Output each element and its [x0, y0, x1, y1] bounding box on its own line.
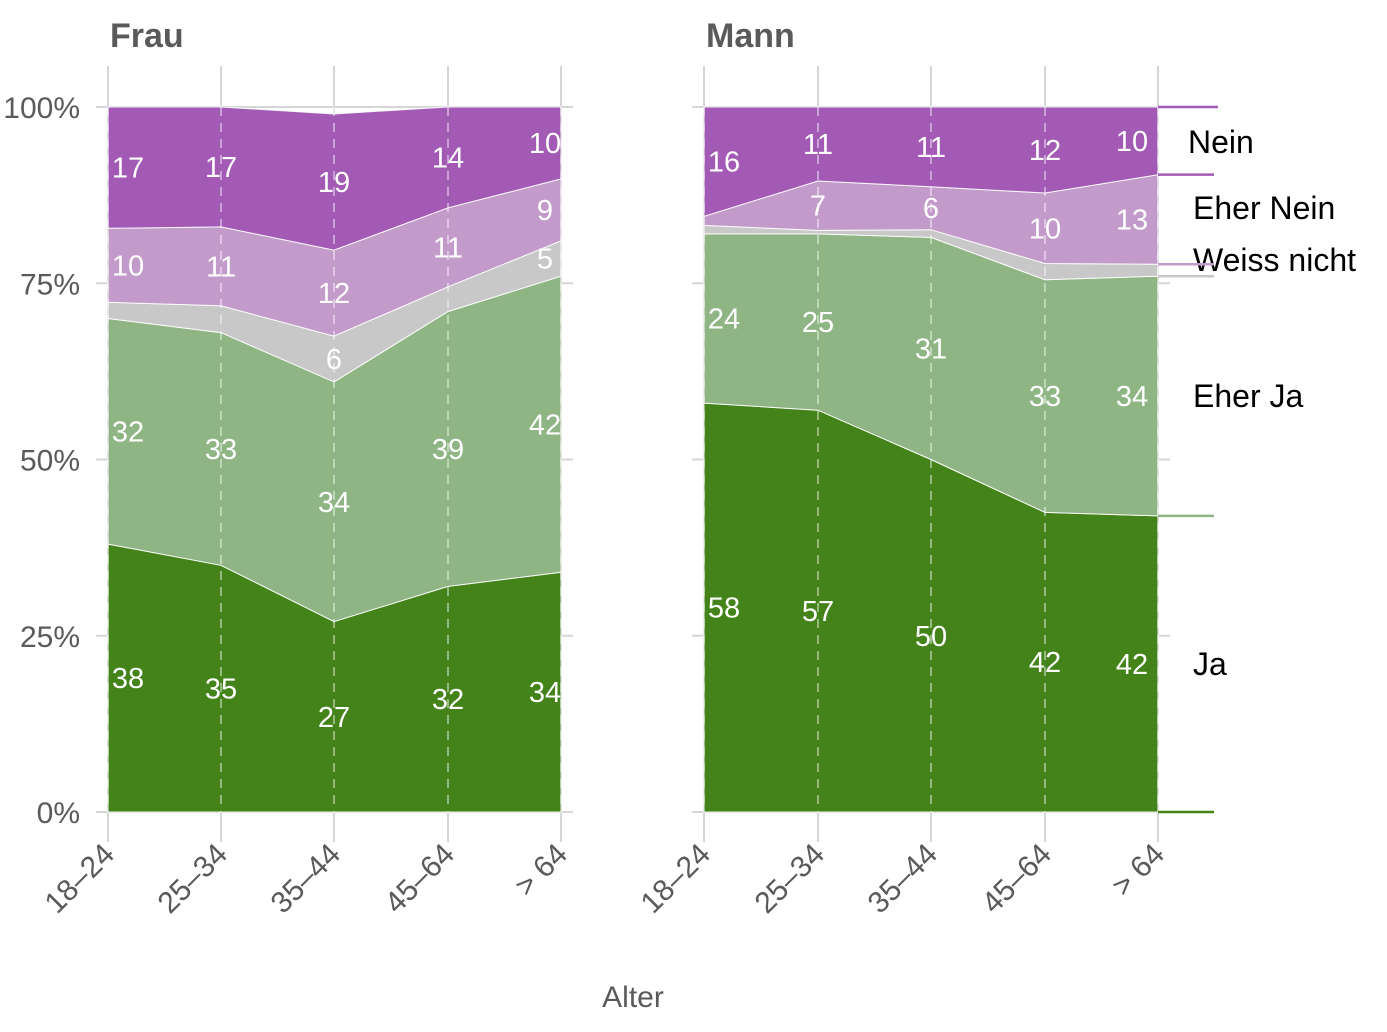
data-label-frau-nein-0: 17: [112, 153, 144, 185]
data-label-frau-eher-ja-2: 34: [318, 487, 350, 519]
legend-label-eher-nein: Eher Nein: [1193, 190, 1335, 226]
data-label-mann-eher-ja-0: 24: [708, 304, 740, 336]
data-label-mann-nein-0: 16: [708, 147, 740, 179]
x-tick-frau-1: 25–34: [152, 838, 234, 920]
data-label-frau-nein-4: 10: [529, 128, 561, 160]
panel-mann: Mann 58 57 50 42 42 24 25 31 33 34 7 6 10 13 16 11 11 12 10: [703, 17, 1159, 813]
panel-frau: Frau 38 35 27 32 34 32 33 34 39 42 6 5 10 11 12 11 9 17 17 1…: [107, 17, 562, 813]
panels: Frau 38 35 27 32 34 32 33 34 39 42 6 5 10 11 12 11 9 17 17 1…: [107, 17, 1159, 813]
legend-label-eher-ja: Eher Ja: [1193, 378, 1303, 414]
legend-item-weiss-nicht: Weiss nicht: [1158, 242, 1356, 278]
y-tick-50: 50%: [20, 445, 80, 478]
y-tick-25: 25%: [20, 621, 80, 654]
data-label-frau-ja-1: 35: [205, 674, 237, 706]
x-tick-mann-3: 45–64: [976, 838, 1058, 920]
y-tick-0: 0%: [37, 797, 80, 830]
data-label-frau-ja-0: 38: [112, 663, 144, 695]
data-label-frau-weiss-nicht-4: 5: [537, 244, 553, 276]
data-label-mann-nein-1: 11: [803, 129, 833, 161]
data-label-frau-eher-nein-1: 11: [206, 251, 236, 283]
data-label-mann-ja-2: 50: [915, 621, 947, 653]
x-tick-frau-0: 18–24: [39, 838, 121, 920]
data-label-frau-eher-ja-3: 39: [432, 434, 464, 466]
data-label-mann-nein-2: 11: [916, 132, 946, 164]
legend-label-nein: Nein: [1188, 124, 1254, 160]
y-tick-100: 100%: [3, 92, 80, 125]
x-tick-mann-2: 35–44: [862, 838, 944, 920]
legend-item-nein: Nein: [1158, 124, 1254, 176]
panel-title-mann: Mann: [706, 17, 795, 55]
legend-label-weiss-nicht: Weiss nicht: [1193, 242, 1356, 278]
y-axis: 0% 25% 50% 75% 100%: [3, 92, 80, 830]
x-tick-mann-4: > 64: [1106, 838, 1171, 903]
data-label-frau-eher-ja-4: 42: [529, 409, 561, 441]
x-tick-frau-4: > 64: [509, 838, 574, 903]
data-label-frau-eher-nein-2: 12: [318, 278, 350, 310]
data-label-mann-eher-nein-1: 7: [810, 191, 826, 223]
legend-item-ja: Ja: [1158, 646, 1227, 814]
data-label-frau-eher-nein-0: 10: [112, 250, 144, 282]
x-tick-mann-1: 25–34: [749, 838, 831, 920]
data-label-mann-ja-3: 42: [1029, 647, 1061, 679]
data-label-mann-ja-4: 42: [1116, 649, 1148, 681]
x-tick-frau-2: 35–44: [265, 838, 347, 920]
data-label-mann-ja-0: 58: [708, 593, 740, 625]
data-label-frau-eher-ja-0: 32: [112, 416, 144, 448]
data-label-frau-ja-2: 27: [318, 702, 350, 734]
data-label-mann-ja-1: 57: [802, 596, 834, 628]
data-label-mann-eher-ja-2: 31: [915, 333, 947, 365]
data-label-frau-eher-nein-3: 11: [433, 232, 463, 264]
legend-item-eher-ja: Eher Ja: [1158, 378, 1303, 518]
data-label-mann-nein-4: 10: [1116, 126, 1148, 158]
data-label-frau-eher-nein-4: 9: [537, 195, 553, 227]
data-label-mann-eher-nein-2: 6: [923, 193, 939, 225]
data-label-mann-nein-3: 12: [1029, 135, 1061, 167]
x-tick-mann-0: 18–24: [635, 838, 717, 920]
data-label-frau-weiss-nicht-2: 6: [326, 344, 342, 376]
legend-item-eher-nein: Eher Nein: [1158, 190, 1335, 266]
data-label-frau-nein-1: 17: [205, 152, 237, 184]
y-tick-75: 75%: [20, 268, 80, 301]
data-label-mann-eher-nein-4: 13: [1116, 204, 1148, 236]
data-label-mann-eher-ja-4: 34: [1116, 381, 1148, 413]
data-label-frau-nein-3: 14: [432, 142, 464, 174]
legend: Ja Eher Ja Weiss nicht Eher Nein Nein: [1158, 105, 1356, 814]
data-label-mann-eher-ja-3: 33: [1029, 381, 1061, 413]
data-label-frau-eher-ja-1: 33: [205, 434, 237, 466]
x-axis: 18–24 25–34 35–44 45–64 > 64 18–24 25–34 35–44 4…: [39, 838, 1171, 920]
legend-label-ja: Ja: [1193, 646, 1227, 682]
x-tick-frau-3: 45–64: [379, 838, 461, 920]
data-label-frau-nein-2: 19: [318, 167, 350, 199]
x-axis-title: Alter: [602, 981, 664, 1014]
data-label-mann-eher-ja-1: 25: [802, 307, 834, 339]
panel-title-frau: Frau: [110, 17, 184, 55]
data-label-frau-ja-4: 34: [529, 677, 561, 709]
data-label-mann-eher-nein-3: 10: [1029, 213, 1061, 245]
data-label-frau-ja-3: 32: [432, 684, 464, 716]
